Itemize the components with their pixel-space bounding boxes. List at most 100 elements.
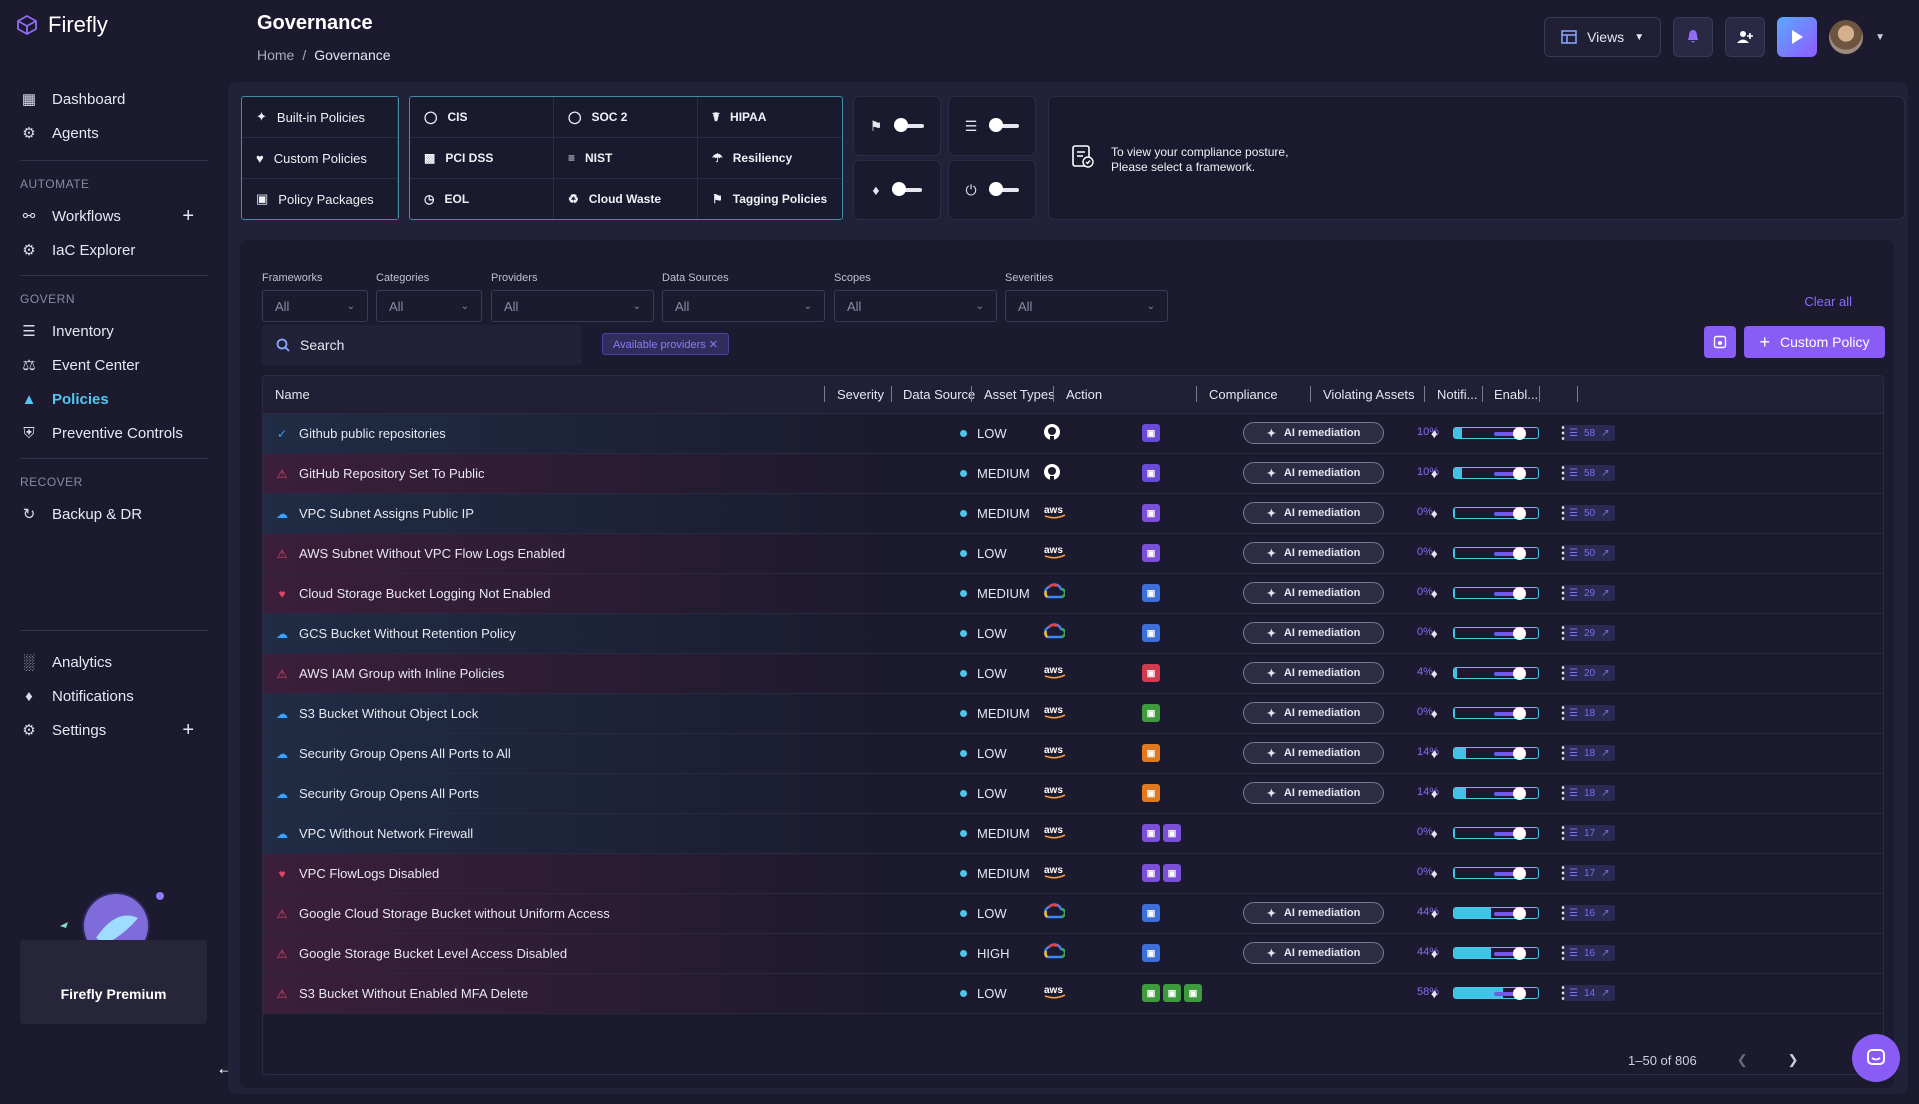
custom-policy-button[interactable]: + Custom Policy: [1744, 326, 1885, 358]
search-input[interactable]: Search: [262, 325, 582, 365]
enabled-toggle[interactable]: [1494, 427, 1526, 440]
flag-toggle[interactable]: ⚑: [853, 96, 941, 156]
toggle-switch[interactable]: [988, 182, 1019, 196]
table-row[interactable]: ⚠ GitHub Repository Set To Public MEDIUM ▣ ✦…: [263, 454, 1883, 494]
power-toggle[interactable]: ⏻: [948, 160, 1036, 220]
table-row[interactable]: ⚠ Google Storage Bucket Level Access Disa…: [263, 934, 1883, 974]
table-row[interactable]: ☁ S3 Bucket Without Object Lock MEDIUM aws ▣…: [263, 694, 1883, 734]
more-options-icon[interactable]: ⋮: [1555, 625, 1571, 642]
asset-type-icon[interactable]: ▣: [1142, 864, 1160, 882]
enabled-toggle[interactable]: [1494, 707, 1526, 720]
custom-policies-tab[interactable]: ♥ Custom Policies: [242, 138, 398, 179]
asset-type-icon[interactable]: ▣: [1163, 984, 1181, 1002]
ai-remediation-button[interactable]: ✦ AI remediation: [1243, 502, 1384, 524]
more-options-icon[interactable]: ⋮: [1555, 505, 1571, 522]
policy-name-cell[interactable]: ☁ Security Group Opens All Ports to All: [275, 746, 511, 761]
enabled-toggle[interactable]: [1494, 587, 1526, 600]
policy-name-cell[interactable]: ⚠ Google Cloud Storage Bucket without Uni…: [275, 906, 610, 921]
enabled-toggle[interactable]: [1494, 547, 1526, 560]
filter-select[interactable]: All ⌄: [1005, 290, 1168, 322]
table-row[interactable]: ☁ VPC Subnet Assigns Public IP MEDIUM aws ▣ ✦…: [263, 494, 1883, 534]
enabled-toggle[interactable]: [1494, 947, 1526, 960]
framework-eol[interactable]: ◷ EOL: [410, 179, 554, 219]
framework-soc2[interactable]: ◯ SOC 2: [554, 97, 698, 138]
asset-type-icon[interactable]: ▣: [1142, 744, 1160, 762]
bell-icon[interactable]: ♦: [1431, 746, 1438, 761]
violating-assets-badge[interactable]: ☰ 50 ↗: [1563, 505, 1616, 521]
asset-type-icon[interactable]: ▣: [1142, 704, 1160, 722]
asset-type-icon[interactable]: ▣: [1142, 784, 1160, 802]
table-row[interactable]: ☁ Security Group Opens All Ports LOW aws ▣ ✦ A…: [263, 774, 1883, 814]
clear-all-link[interactable]: Clear all: [1804, 294, 1852, 309]
filter-select[interactable]: All ⌄: [262, 290, 368, 322]
policy-name-cell[interactable]: ♥ VPC FlowLogs Disabled: [275, 866, 439, 881]
asset-type-icon[interactable]: ▣: [1163, 824, 1181, 842]
breadcrumb-home[interactable]: Home: [257, 47, 295, 63]
violating-assets-badge[interactable]: ☰ 16 ↗: [1563, 905, 1616, 921]
chevron-left-icon[interactable]: ❮: [1736, 1052, 1748, 1067]
add-icon[interactable]: +: [182, 204, 194, 227]
play-button[interactable]: [1777, 17, 1818, 57]
more-options-icon[interactable]: ⋮: [1555, 665, 1571, 682]
column-action[interactable]: Action: [1066, 387, 1103, 402]
policy-name-cell[interactable]: ☁ GCS Bucket Without Retention Policy: [275, 626, 516, 641]
ai-remediation-button[interactable]: ✦ AI remediation: [1243, 742, 1384, 764]
sidebar-item-agents[interactable]: ⚙ Agents: [0, 116, 228, 150]
violating-assets-badge[interactable]: ☰ 18 ↗: [1563, 705, 1616, 721]
notifications-button[interactable]: [1673, 17, 1714, 57]
enabled-toggle[interactable]: [1494, 827, 1526, 840]
bell-icon[interactable]: ♦: [1431, 786, 1438, 801]
bell-icon[interactable]: ♦: [1431, 826, 1438, 841]
column-severity[interactable]: Severity: [837, 387, 884, 402]
ai-remediation-button[interactable]: ✦ AI remediation: [1243, 702, 1384, 724]
asset-type-icon[interactable]: ▣: [1142, 664, 1160, 682]
policy-name-cell[interactable]: ⚠ GitHub Repository Set To Public: [275, 466, 485, 481]
framework-hipaa[interactable]: ☤ HIPAA: [698, 97, 842, 138]
violating-assets-badge[interactable]: ☰ 20 ↗: [1563, 665, 1616, 681]
column-name[interactable]: Name: [275, 387, 310, 402]
table-row[interactable]: ⚠ AWS IAM Group with Inline Policies LOW aw…: [263, 654, 1883, 694]
enabled-toggle[interactable]: [1494, 907, 1526, 920]
toggle-switch[interactable]: [891, 182, 922, 196]
bell-icon[interactable]: ♦: [1431, 466, 1438, 481]
ai-remediation-button[interactable]: ✦ AI remediation: [1243, 622, 1384, 644]
asset-type-icon[interactable]: ▣: [1142, 984, 1160, 1002]
more-options-icon[interactable]: ⋮: [1555, 985, 1571, 1002]
violating-assets-badge[interactable]: ☰ 17 ↗: [1563, 825, 1616, 841]
invite-user-button[interactable]: [1725, 17, 1766, 57]
sidebar-item-backup-dr[interactable]: ↻ Backup & DR: [0, 497, 228, 531]
more-options-icon[interactable]: ⋮: [1555, 425, 1571, 442]
toggle-switch[interactable]: [894, 118, 925, 132]
enabled-toggle[interactable]: [1494, 467, 1526, 480]
violating-assets-badge[interactable]: ☰ 29 ↗: [1563, 625, 1616, 641]
ai-remediation-button[interactable]: ✦ AI remediation: [1243, 662, 1384, 684]
more-options-icon[interactable]: ⋮: [1555, 745, 1571, 762]
ai-remediation-button[interactable]: ✦ AI remediation: [1243, 902, 1384, 924]
ai-remediation-button[interactable]: ✦ AI remediation: [1243, 462, 1384, 484]
add-icon[interactable]: +: [182, 718, 194, 741]
column-enabled[interactable]: Enabl...: [1494, 387, 1539, 402]
built-in-policies-tab[interactable]: ✦ Built-in Policies: [242, 97, 398, 138]
asset-type-icon[interactable]: ▣: [1163, 864, 1181, 882]
asset-type-icon[interactable]: ▣: [1142, 464, 1160, 482]
filter-select[interactable]: All ⌄: [376, 290, 482, 322]
table-row[interactable]: ⚠ Google Cloud Storage Bucket without Uni…: [263, 894, 1883, 934]
logo[interactable]: Firefly: [14, 12, 108, 38]
asset-type-icon[interactable]: ▣: [1142, 904, 1160, 922]
bell-icon[interactable]: ♦: [1431, 586, 1438, 601]
enabled-toggle[interactable]: [1494, 867, 1526, 880]
policy-name-cell[interactable]: ✓ Github public repositories: [275, 426, 446, 441]
policy-name-cell[interactable]: ☁ VPC Subnet Assigns Public IP: [275, 506, 474, 521]
filter-select[interactable]: All ⌄: [662, 290, 825, 322]
bell-icon[interactable]: ♦: [1431, 426, 1438, 441]
enabled-toggle[interactable]: [1494, 987, 1526, 1000]
bell-icon[interactable]: ♦: [1431, 546, 1438, 561]
violating-assets-badge[interactable]: ☰ 18 ↗: [1563, 785, 1616, 801]
policy-name-cell[interactable]: ⚠ AWS IAM Group with Inline Policies: [275, 666, 505, 681]
premium-card[interactable]: Firefly Premium: [20, 940, 207, 1024]
framework-nist[interactable]: ≡ NIST: [554, 138, 698, 179]
bell-icon[interactable]: ♦: [1431, 986, 1438, 1001]
chevron-down-icon[interactable]: ▼: [1875, 31, 1885, 43]
bell-icon[interactable]: ♦: [1431, 506, 1438, 521]
bell-icon[interactable]: ♦: [1431, 706, 1438, 721]
